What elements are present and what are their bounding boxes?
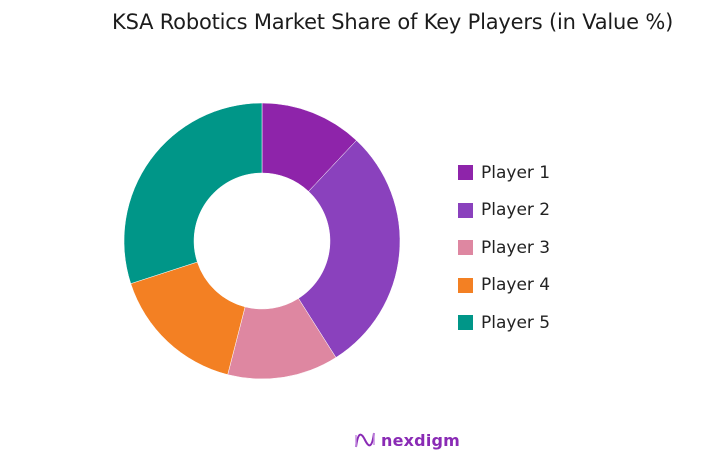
legend-label: Player 5: [481, 312, 551, 333]
legend-label: Player 2: [481, 200, 551, 221]
legend-label: Player 3: [481, 237, 551, 258]
chart-legend: Player 1 Player 2 Player 3 Player 4 Play…: [458, 154, 550, 342]
legend-swatch-icon: [458, 277, 473, 293]
legend-swatch-icon: [458, 315, 473, 331]
legend-item-player-3: Player 3: [458, 229, 550, 267]
legend-swatch-icon: [458, 240, 473, 256]
legend-item-player-5: Player 5: [458, 304, 550, 342]
donut-slice-player-5: [123, 102, 263, 284]
donut-slice-player-2: [298, 140, 401, 358]
donut-chart: [123, 102, 401, 380]
legend-item-player-2: Player 2: [458, 192, 550, 230]
logo-text: nexdigm: [381, 430, 461, 450]
nexdigm-wave-icon: [355, 432, 375, 448]
legend-item-player-1: Player 1: [458, 154, 550, 192]
legend-item-player-4: Player 4: [458, 267, 550, 305]
legend-swatch-icon: [458, 165, 473, 181]
legend-label: Player 1: [481, 162, 551, 183]
nexdigm-logo: nexdigm: [354, 430, 460, 450]
donut-slice-player-4: [130, 261, 246, 375]
legend-label: Player 4: [481, 275, 551, 296]
legend-swatch-icon: [458, 202, 473, 218]
chart-title: KSA Robotics Market Share of Key Players…: [112, 10, 674, 34]
